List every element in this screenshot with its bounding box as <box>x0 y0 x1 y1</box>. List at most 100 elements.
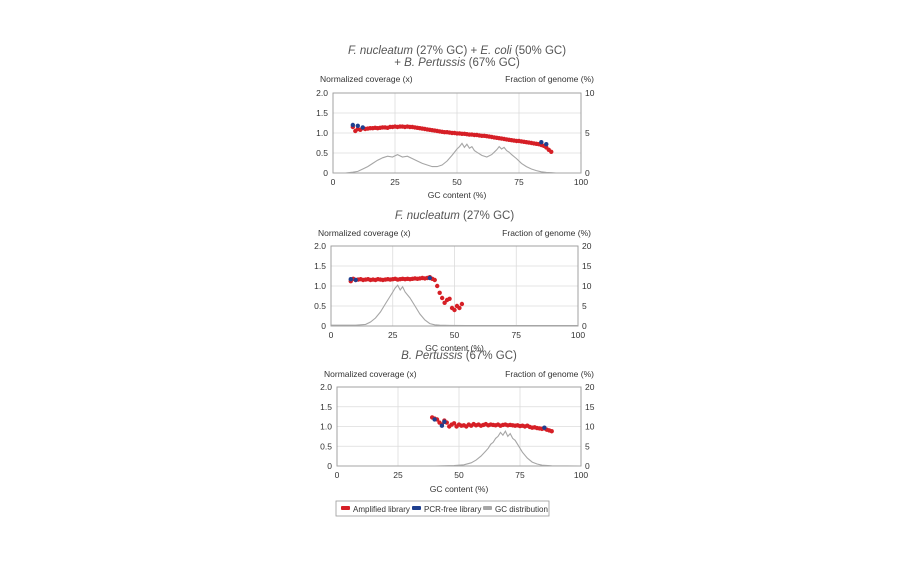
x-tick-label: 100 <box>574 177 588 187</box>
x-tick-label: 100 <box>574 470 588 480</box>
amplified-point <box>459 301 465 307</box>
pcr-free-point <box>432 417 437 422</box>
y2-tick-label: 5 <box>582 301 587 311</box>
amplified-point <box>451 421 457 426</box>
chart-title: F. nucleatum (27% GC) + E. coli (50% GC) <box>348 45 566 57</box>
amplified-point <box>447 296 452 301</box>
amplified-point <box>549 429 554 434</box>
chart-title-part: (27% GC) <box>460 210 514 222</box>
y2-tick-label: 10 <box>582 281 592 291</box>
x-axis-title: GC content (%) <box>430 484 489 494</box>
x-tick-label: 75 <box>514 177 524 187</box>
chart-title-line2-part: + <box>394 57 404 69</box>
chart-title-line2-part: (67% GC) <box>465 57 519 69</box>
chart-title: B. Pertussis (67% GC) <box>401 350 517 362</box>
y2-tick-label: 20 <box>585 382 595 392</box>
pcr-free-point <box>350 122 356 128</box>
y2-tick-label: 0 <box>585 461 590 471</box>
pcr-free-point <box>427 275 432 281</box>
pcr-free-point <box>542 425 547 430</box>
chart-panel-1: Normalized coverage (x) Fraction of genom… <box>316 74 595 200</box>
x-tick-label: 25 <box>393 470 403 480</box>
gc-distribution-line <box>337 430 582 467</box>
legend-frame <box>335 500 550 517</box>
y2-tick-label: 15 <box>582 261 592 271</box>
pcr-free-point <box>539 140 544 145</box>
gc-distribution-line <box>331 284 578 327</box>
legend-swatch <box>412 506 421 510</box>
pcr-free-point <box>360 125 365 130</box>
amplified-point <box>437 290 442 295</box>
chart-title-part: (50% GC) <box>512 45 566 57</box>
chart-title-line2-part: B. Pertussis <box>404 57 466 69</box>
x-tick-label: 50 <box>454 470 464 480</box>
y-tick-label: 0 <box>323 168 328 178</box>
chart-title-part: (67% GC) <box>463 350 517 362</box>
pcr-free-point <box>544 142 549 147</box>
chart-title-part: E. coli <box>480 45 512 57</box>
x-tick-label: 50 <box>450 330 460 340</box>
x-axis-title: GC content (%) <box>425 343 484 353</box>
amplified-point <box>432 277 437 283</box>
y-tick-label: 0.5 <box>320 441 332 451</box>
amplified-point <box>549 149 554 154</box>
chart-title: F. nucleatum (27% GC) <box>395 210 514 222</box>
y2-tick-label: 10 <box>585 88 595 98</box>
y2-tick-label: 10 <box>585 422 595 432</box>
x-tick-label: 0 <box>331 177 336 187</box>
legend-label: GC distribution <box>495 505 548 514</box>
amplified-point <box>452 307 457 313</box>
x-tick-label: 75 <box>515 470 525 480</box>
x-tick-label: 25 <box>388 330 398 340</box>
y2-tick-label: 0 <box>582 321 587 331</box>
y2-axis-title: Fraction of genome (%) <box>505 369 594 379</box>
y-tick-label: 2.0 <box>320 382 332 392</box>
x-tick-label: 50 <box>452 177 462 187</box>
y-axis-title: Normalized coverage (x) <box>324 369 417 379</box>
y-tick-label: 2.0 <box>316 88 328 98</box>
x-axis-title: GC content (%) <box>428 190 487 200</box>
legend: Amplified library PCR-free library GC dist… <box>335 500 550 517</box>
y-tick-label: 1.0 <box>314 281 326 291</box>
chart-title-part: (27% GC) + <box>413 45 480 57</box>
amplified-point <box>457 305 462 311</box>
pcr-free-point <box>348 277 353 282</box>
x-tick-label: 0 <box>329 330 334 340</box>
plot-frame <box>336 386 582 467</box>
x-tick-label: 25 <box>390 177 400 187</box>
y2-axis-title: Fraction of genome (%) <box>505 74 594 84</box>
y-tick-label: 1.5 <box>316 108 328 118</box>
chart-panel-3: Normalized coverage (x) Fraction of genom… <box>320 369 595 494</box>
y-tick-label: 1.5 <box>314 261 326 271</box>
amplified-point <box>435 283 440 289</box>
legend-label: PCR-free library <box>424 505 481 514</box>
y2-tick-label: 5 <box>585 128 590 138</box>
chart-panel-2: Normalized coverage (x) Fraction of genom… <box>314 228 592 353</box>
y2-tick-label: 20 <box>582 241 592 251</box>
legend-swatch <box>483 506 492 510</box>
y-tick-label: 1.0 <box>320 422 332 432</box>
y2-axis-title: Fraction of genome (%) <box>502 228 591 238</box>
y-axis-title: Normalized coverage (x) <box>320 74 413 84</box>
legend-swatch <box>341 506 350 510</box>
y-tick-label: 1.0 <box>316 128 328 138</box>
x-tick-label: 0 <box>335 470 340 480</box>
y-tick-label: 0 <box>321 321 326 331</box>
legend-label: Amplified library <box>353 505 410 514</box>
x-tick-label: 75 <box>512 330 522 340</box>
pcr-free-point <box>353 277 358 283</box>
pcr-free-point <box>355 123 360 128</box>
y-tick-label: 0 <box>327 461 332 471</box>
y2-tick-label: 15 <box>585 402 595 412</box>
y-tick-label: 2.0 <box>314 241 326 251</box>
gc-distribution-line <box>333 142 581 174</box>
y-tick-label: 1.5 <box>320 402 332 412</box>
plot-frame <box>332 92 582 174</box>
chart-title-line2: + B. Pertussis (67% GC) <box>394 57 520 69</box>
y2-tick-label: 0 <box>585 168 590 178</box>
amplified-point <box>439 295 445 301</box>
pcr-free-point <box>442 419 447 424</box>
chart-title-part: F. nucleatum <box>348 45 413 57</box>
pcr-free-point <box>439 423 445 428</box>
